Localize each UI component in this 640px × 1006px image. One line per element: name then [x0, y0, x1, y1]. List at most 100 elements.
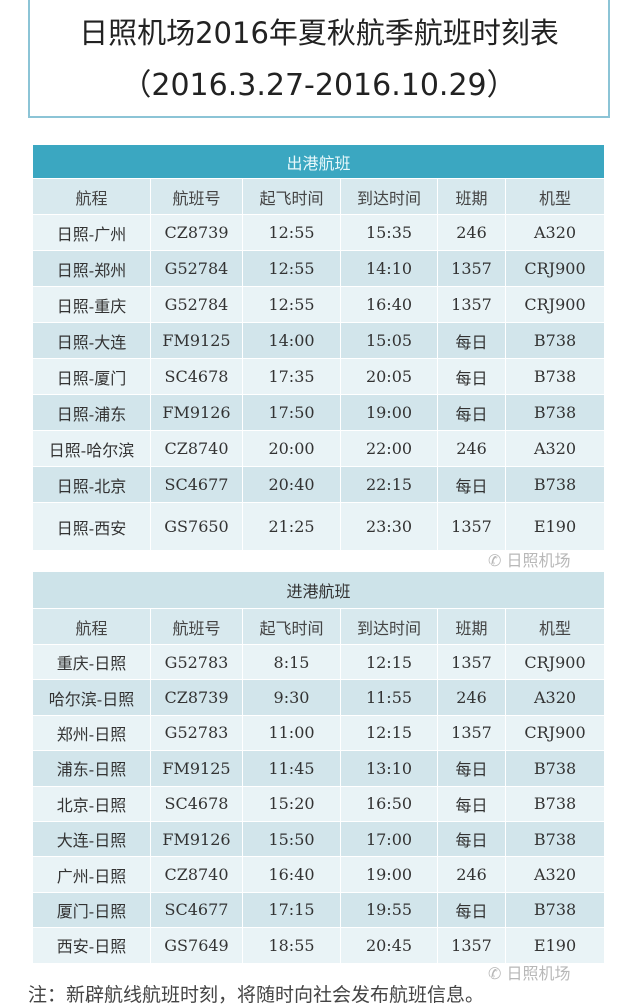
table-row: 日照-北京 SC4677 20:40 22:15 每日 B738 [32, 466, 606, 503]
table-cell: 20:00 [242, 430, 341, 467]
table-row: 日照-郑州 G52784 12:55 14:10 1357 CRJ900 [32, 250, 606, 287]
table-row: 日照-厦门 SC4678 17:35 20:05 每日 B738 [32, 358, 606, 395]
table-cell: 日照-哈尔滨 [32, 430, 151, 467]
table-cell: G52783 [150, 643, 243, 681]
table-cell: 246 [437, 430, 506, 467]
table-row: 重庆-日照 G52783 8:15 12:15 1357 CRJ900 [32, 643, 606, 681]
table-cell: 重庆-日照 [32, 643, 151, 681]
table-row: 日照-大连 FM9125 14:00 15:05 每日 B738 [32, 322, 606, 359]
table-cell: G52784 [150, 286, 243, 323]
table-cell: 22:15 [340, 466, 438, 503]
table-cell: 16:50 [340, 785, 438, 822]
table-cell: A320 [504, 214, 606, 251]
table-cell: 每日 [437, 750, 506, 787]
table-cell: B738 [504, 358, 606, 395]
table-cell: 12:15 [340, 714, 438, 752]
table-cell: 11:45 [242, 750, 341, 787]
table-cell: 每日 [437, 358, 506, 395]
table-cell: 每日 [437, 394, 506, 431]
table-cell: CZ8739 [150, 214, 243, 251]
table-cell: 15:20 [242, 785, 341, 822]
table-cell: 15:35 [340, 214, 438, 251]
column-header: 班期 [437, 178, 506, 215]
table-cell: 大连-日照 [32, 820, 151, 858]
table-cell: 1357 [437, 502, 506, 551]
table-cell: 14:10 [340, 250, 438, 287]
table-cell: 郑州-日照 [32, 714, 151, 752]
table-cell: CRJ900 [504, 286, 606, 323]
table-cell: 14:00 [242, 322, 341, 359]
table-cell: 16:40 [340, 286, 438, 323]
table-cell: 15:05 [340, 322, 438, 359]
table-row: 西安-日照 GS7649 18:55 20:45 1357 E190 [32, 927, 606, 964]
table-cell: SC4677 [150, 466, 243, 503]
table-cell: 12:55 [242, 214, 341, 251]
table-cell: 每日 [437, 466, 506, 503]
table-row: 厦门-日照 SC4677 17:15 19:55 每日 B738 [32, 891, 606, 929]
table-cell: 1357 [437, 927, 506, 964]
table-cell: 哈尔滨-日照 [32, 679, 151, 716]
table-cell: B738 [504, 820, 606, 858]
page-title: 日照机场2016年夏秋航季航班时刻表 [79, 16, 559, 50]
watermark: ✆ 日照机场 [488, 551, 571, 570]
table-cell: A320 [504, 856, 606, 893]
table-cell: SC4678 [150, 358, 243, 395]
table-cell: 日照-广州 [32, 214, 151, 251]
table-cell: 日照-西安 [32, 502, 151, 551]
table-cell: 16:40 [242, 856, 341, 893]
table-row: 日照-哈尔滨 CZ8740 20:00 22:00 246 A320 [32, 430, 606, 467]
column-header: 机型 [504, 608, 606, 645]
table-cell: 日照-浦东 [32, 394, 151, 431]
table-cell: 1357 [437, 714, 506, 752]
column-header: 起飞时间 [242, 608, 341, 645]
column-header: 航班号 [150, 608, 243, 645]
watermark-text: 日照机场 [506, 964, 571, 983]
table-cell: 15:50 [242, 820, 341, 858]
table-cell: 11:00 [242, 714, 341, 752]
table-cell: GS7649 [150, 927, 243, 964]
table-cell: 日照-大连 [32, 322, 151, 359]
title-box: 日照机场2016年夏秋航季航班时刻表 （2016.3.27-2016.10.29… [28, 0, 610, 118]
table-cell: 12:55 [242, 250, 341, 287]
table-cell: CRJ900 [504, 714, 606, 752]
footnote: 注：新辟航线航班时刻，将随时向社会发布航班信息。 [28, 984, 485, 1006]
table-cell: B738 [504, 750, 606, 787]
table-cell: CZ8740 [150, 856, 243, 893]
table-cell: A320 [504, 430, 606, 467]
watermark: ✆ 日照机场 [488, 964, 571, 983]
table-cell: B738 [504, 785, 606, 822]
table-row: 日照-西安 GS7650 21:25 23:30 1357 E190 [32, 502, 606, 551]
table-cell: FM9125 [150, 750, 243, 787]
table-cell: 21:25 [242, 502, 341, 551]
table-cell: 北京-日照 [32, 785, 151, 822]
table-cell: E190 [504, 502, 606, 551]
column-header: 起飞时间 [242, 178, 341, 215]
table-cell: G52783 [150, 714, 243, 752]
table-cell: CZ8740 [150, 430, 243, 467]
table-cell: 12:55 [242, 286, 341, 323]
table-row: 日照-重庆 G52784 12:55 16:40 1357 CRJ900 [32, 286, 606, 323]
table-cell: B738 [504, 891, 606, 929]
table-cell: 厦门-日照 [32, 891, 151, 929]
table-cell: 9:30 [242, 679, 341, 716]
table-cell: 17:15 [242, 891, 341, 929]
table-row: 浦东-日照 FM9125 11:45 13:10 每日 B738 [32, 750, 606, 787]
table-row: 大连-日照 FM9126 15:50 17:00 每日 B738 [32, 820, 606, 858]
table-row: 北京-日照 SC4678 15:20 16:50 每日 B738 [32, 785, 606, 822]
table-cell: 日照-郑州 [32, 250, 151, 287]
table-cell: B738 [504, 322, 606, 359]
table-cell: 西安-日照 [32, 927, 151, 964]
table-row: 日照-广州 CZ8739 12:55 15:35 246 A320 [32, 214, 606, 251]
table-cell: 8:15 [242, 643, 341, 681]
table-cell: 22:00 [340, 430, 438, 467]
table-cell: 1357 [437, 250, 506, 287]
table-cell: 19:00 [340, 856, 438, 893]
table-cell: B738 [504, 394, 606, 431]
table-cell: 每日 [437, 820, 506, 858]
column-header: 航程 [32, 178, 151, 215]
arrivals-table: 进港航班 航程 航班号 起飞时间 到达时间 班期 机型 重庆-日照 G52783 8:15 12… [31, 571, 606, 964]
table-cell: 每日 [437, 891, 506, 929]
table-cell: 每日 [437, 322, 506, 359]
table-cell: CZ8739 [150, 679, 243, 716]
column-header: 到达时间 [340, 608, 438, 645]
